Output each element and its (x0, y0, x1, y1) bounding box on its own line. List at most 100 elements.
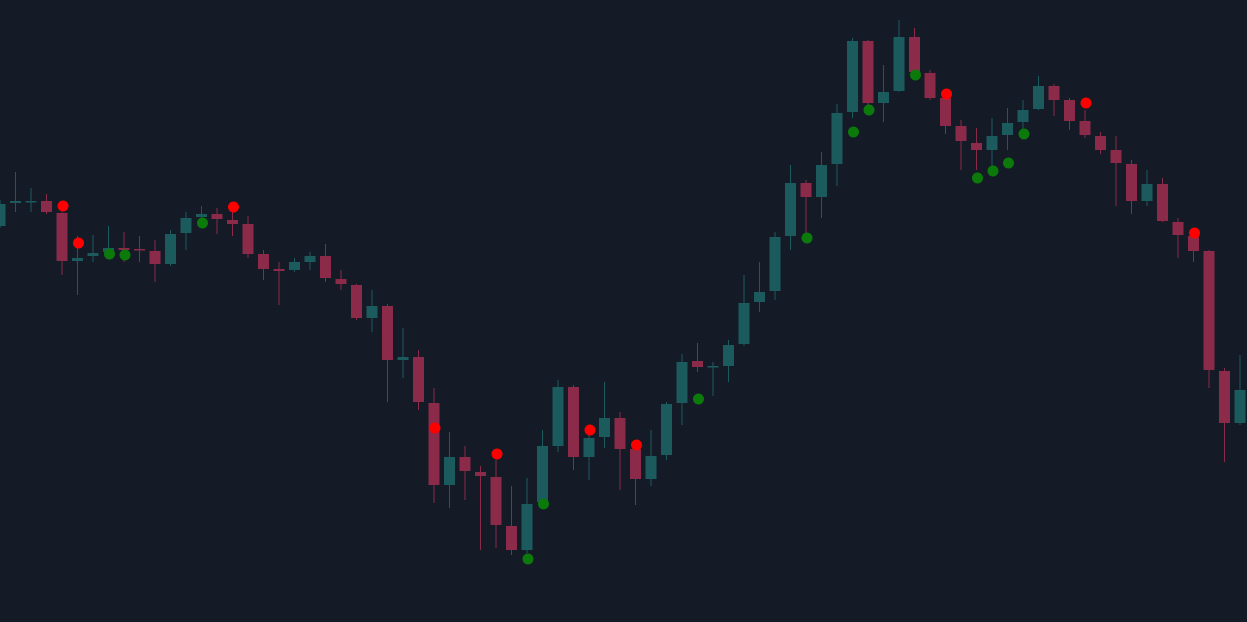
candle-body (1157, 184, 1168, 221)
candle-body (971, 143, 982, 150)
candle-body (41, 201, 52, 212)
candle-body (1126, 164, 1137, 201)
candle-body (134, 249, 145, 251)
candle-body (258, 254, 269, 269)
candle-body (754, 292, 765, 302)
candle-body (320, 256, 331, 278)
candle-body (0, 204, 6, 226)
signal-dot (801, 232, 813, 244)
candle-body (10, 201, 21, 203)
candle-body (831, 113, 843, 164)
candle-body (1064, 100, 1075, 121)
candle-body (909, 37, 920, 72)
candle-body (568, 387, 579, 457)
candle-body (72, 258, 83, 261)
candle-body (1188, 236, 1199, 251)
candle-body (1172, 222, 1184, 235)
candle-body (428, 403, 440, 485)
candle-body (475, 472, 486, 476)
signal-dot (522, 553, 534, 565)
signal-dot (631, 439, 642, 451)
candle-body (723, 345, 734, 366)
signal-dot (910, 69, 921, 81)
candle-body (227, 220, 238, 224)
candle-body (599, 418, 610, 437)
signal-dot (1080, 97, 1092, 109)
signal-dot (429, 422, 441, 434)
candle-body (1141, 184, 1153, 201)
candle-body (583, 438, 595, 457)
candle-body (955, 126, 967, 141)
signal-dot (119, 249, 131, 261)
candle-body (56, 213, 68, 261)
candle-body (397, 357, 409, 360)
candle-body (118, 248, 130, 250)
candle-body (1219, 371, 1230, 423)
candle-body (165, 234, 176, 264)
candle-body (940, 98, 951, 126)
candle-body (1095, 136, 1106, 150)
signal-dot (1003, 157, 1014, 169)
signal-dot (1189, 227, 1200, 239)
candle-body (800, 183, 812, 197)
candle-body (862, 41, 874, 103)
candle-body (816, 165, 827, 197)
candle-body (304, 256, 316, 262)
candle-body (692, 361, 703, 367)
signal-dot (104, 248, 115, 260)
candle-body (785, 183, 796, 236)
signal-dot (941, 88, 952, 100)
candle-body (738, 303, 750, 344)
candle-body (893, 37, 905, 91)
candle-body (707, 366, 719, 368)
signal-dot (987, 165, 999, 177)
candle-body (180, 218, 192, 233)
candle-body (537, 446, 548, 502)
signal-dot (1018, 128, 1030, 140)
candle-body (444, 457, 455, 485)
candle-body (986, 136, 998, 150)
candle-body (149, 251, 161, 264)
signal-dot (197, 217, 208, 229)
signal-dot (972, 172, 983, 184)
signal-dot (584, 424, 596, 436)
candle-body (1234, 390, 1246, 423)
candle-body (335, 279, 347, 284)
candle-body (1110, 150, 1122, 163)
candle-body (506, 526, 517, 550)
candle-body (242, 224, 254, 254)
candle-body (1048, 86, 1060, 100)
candle-body (878, 92, 889, 103)
candle-body (552, 387, 564, 446)
candle-body (521, 504, 533, 550)
candle-body (382, 306, 393, 360)
signal-dot (491, 448, 503, 460)
candle-body (413, 357, 424, 402)
candle-body (1002, 123, 1013, 135)
candle-body (1017, 110, 1029, 122)
candle-body (273, 269, 285, 271)
signal-dot (538, 498, 549, 510)
candle-body (490, 477, 502, 525)
candle-body (661, 404, 672, 455)
candle-body (630, 449, 641, 479)
signal-dot (863, 104, 875, 116)
candle-body (614, 418, 626, 449)
candle-body (459, 457, 471, 471)
signal-dot (73, 237, 84, 249)
candle-body (196, 214, 207, 217)
candle-body (769, 237, 781, 291)
signal-dot (57, 200, 69, 212)
candle-body (351, 285, 362, 318)
candle-body (1033, 86, 1044, 109)
signal-dot (693, 393, 704, 405)
candle-body (676, 362, 688, 403)
candle-body (211, 214, 223, 219)
signal-dot (228, 201, 239, 213)
signal-dot (848, 126, 859, 138)
candle-body (924, 73, 936, 98)
candle-body (25, 201, 37, 203)
candle-body (847, 41, 858, 112)
